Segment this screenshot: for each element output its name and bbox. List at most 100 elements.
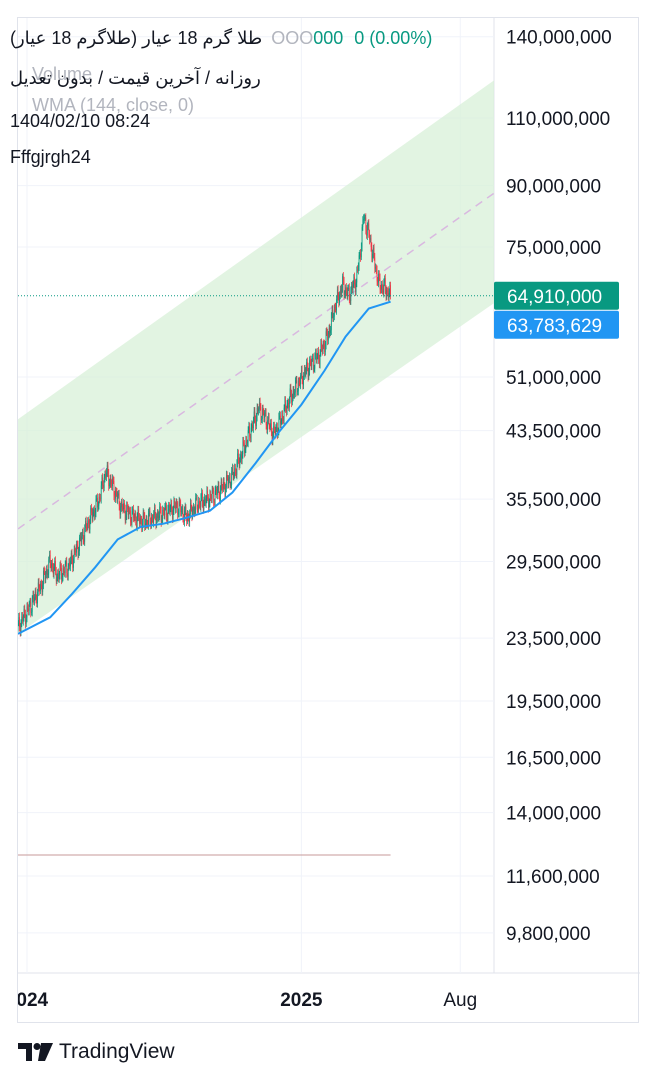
- candle-body: [45, 574, 47, 580]
- candle-body: [229, 476, 230, 480]
- candle-body: [157, 512, 158, 519]
- candle-body: [116, 492, 118, 500]
- candle-body: [61, 567, 62, 580]
- price-axis-label: 75,000,000: [506, 238, 601, 259]
- candle-body: [265, 412, 267, 425]
- candle-body: [252, 424, 253, 429]
- last-price-tag: [494, 281, 619, 310]
- candle-body: [370, 238, 372, 247]
- candle-body: [108, 473, 110, 487]
- candle-body: [115, 490, 116, 499]
- candle-body: [238, 453, 239, 461]
- candle-body: [181, 510, 182, 513]
- candle-body: [110, 477, 112, 485]
- candle-body: [377, 281, 379, 283]
- candle-body: [24, 609, 26, 615]
- candle-body: [129, 510, 131, 512]
- candle-body: [250, 427, 252, 439]
- candle-body: [33, 595, 35, 601]
- candle-body: [298, 381, 300, 383]
- candle-body: [118, 493, 120, 506]
- price-axis-label: 23,500,000: [506, 629, 601, 650]
- candle-body: [49, 554, 51, 564]
- candle-body: [378, 273, 380, 279]
- candle-body: [123, 502, 125, 509]
- candle-body: [343, 281, 345, 295]
- price-axis-label: 29,500,000: [506, 553, 601, 574]
- candle-body: [118, 493, 119, 496]
- candle-body: [167, 509, 169, 521]
- candle-body: [220, 489, 221, 501]
- regression-channel-fill: [18, 80, 494, 634]
- candle-body: [314, 355, 316, 369]
- candle-body: [274, 426, 275, 431]
- candle-body: [177, 504, 179, 515]
- candle-body: [133, 517, 135, 519]
- tradingview-footer[interactable]: TradingView: [18, 1040, 175, 1064]
- candle-body: [202, 503, 204, 510]
- candle-body: [201, 492, 203, 498]
- candle-body: [233, 475, 235, 477]
- candle-body: [23, 609, 25, 618]
- candle-body: [98, 496, 100, 506]
- candle-body: [102, 477, 104, 485]
- candle-body: [75, 552, 77, 553]
- candle-body: [112, 478, 113, 487]
- candle-body: [149, 510, 151, 523]
- candle-body: [193, 507, 195, 514]
- price-axis-label: 35,500,000: [506, 490, 601, 511]
- candle-body: [261, 418, 262, 421]
- legend-date: 1404/02/10 08:24: [10, 111, 151, 131]
- candle-body: [351, 285, 352, 290]
- candle-body: [142, 512, 144, 524]
- candle-body: [156, 518, 158, 525]
- candle-body: [85, 521, 87, 528]
- candle-body: [217, 485, 219, 491]
- candle-body: [164, 507, 166, 516]
- chart-frame[interactable]: 140,000,000 110,000,000 90,000,000 75,000,0…: [17, 17, 640, 1024]
- price-axis-label: 19,500,000: [506, 692, 601, 713]
- candle-body: [173, 500, 175, 511]
- candle-body: [326, 331, 328, 334]
- candle-body: [285, 400, 286, 409]
- candle-body: [187, 514, 189, 517]
- candle-body: [386, 290, 388, 297]
- candle-body: [131, 510, 133, 523]
- candle-body: [324, 344, 326, 352]
- candle-body: [348, 287, 350, 299]
- candle-body: [159, 506, 161, 516]
- candle-body: [34, 591, 36, 598]
- candle-body: [256, 416, 257, 426]
- candle-body: [139, 517, 140, 524]
- candle-body: [174, 500, 176, 506]
- candle-body: [253, 420, 254, 429]
- candle-body: [144, 516, 146, 527]
- candle-body: [254, 411, 256, 419]
- candle-body: [263, 411, 265, 418]
- candle-body: [381, 284, 382, 290]
- candle-body: [245, 440, 247, 449]
- channel-midline: [18, 192, 495, 530]
- candle-body: [289, 399, 290, 408]
- candle-body: [212, 490, 214, 492]
- candle-body: [148, 510, 150, 514]
- candle-body: [350, 289, 352, 301]
- candle-body: [145, 518, 147, 524]
- price-chart[interactable]: 140,000,000 110,000,000 90,000,000 75,000,0…: [18, 18, 640, 1024]
- candle-body: [198, 501, 200, 509]
- candle-body: [298, 381, 299, 392]
- candle-body: [48, 559, 50, 574]
- candle-body: [125, 515, 127, 521]
- price-axis-label: 110,000,000: [506, 109, 610, 130]
- candle-body: [277, 426, 278, 435]
- candle-body: [183, 517, 185, 522]
- price-axis-label: 43,500,000: [506, 422, 601, 443]
- candle-body: [182, 508, 184, 518]
- candle-body: [336, 299, 337, 311]
- candle-body: [46, 569, 48, 575]
- candle-body: [311, 358, 313, 366]
- candle-body: [302, 379, 304, 386]
- candle-body: [342, 276, 344, 282]
- candle-body: [342, 276, 343, 289]
- candle-body: [234, 468, 235, 476]
